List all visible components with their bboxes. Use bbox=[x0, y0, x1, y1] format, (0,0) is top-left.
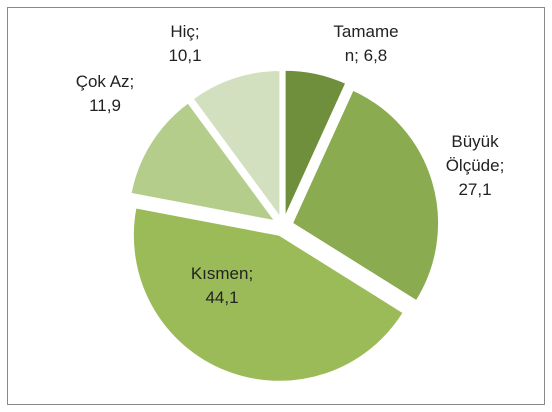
data-label: Çok Az; 11,9 bbox=[75, 72, 135, 115]
pie-slice bbox=[291, 89, 440, 302]
data-label: Tamamen; 6,8 bbox=[333, 22, 399, 65]
pie-slice bbox=[132, 207, 404, 382]
pie-slice bbox=[130, 102, 276, 222]
pie-slice bbox=[192, 69, 281, 219]
pie-slice bbox=[284, 69, 347, 217]
data-label: Büyük Ölçüde; 27,1 bbox=[445, 132, 505, 199]
data-label: Kısmen; 44,1 bbox=[190, 264, 254, 307]
data-label: Hiç; 10,1 bbox=[168, 22, 202, 65]
